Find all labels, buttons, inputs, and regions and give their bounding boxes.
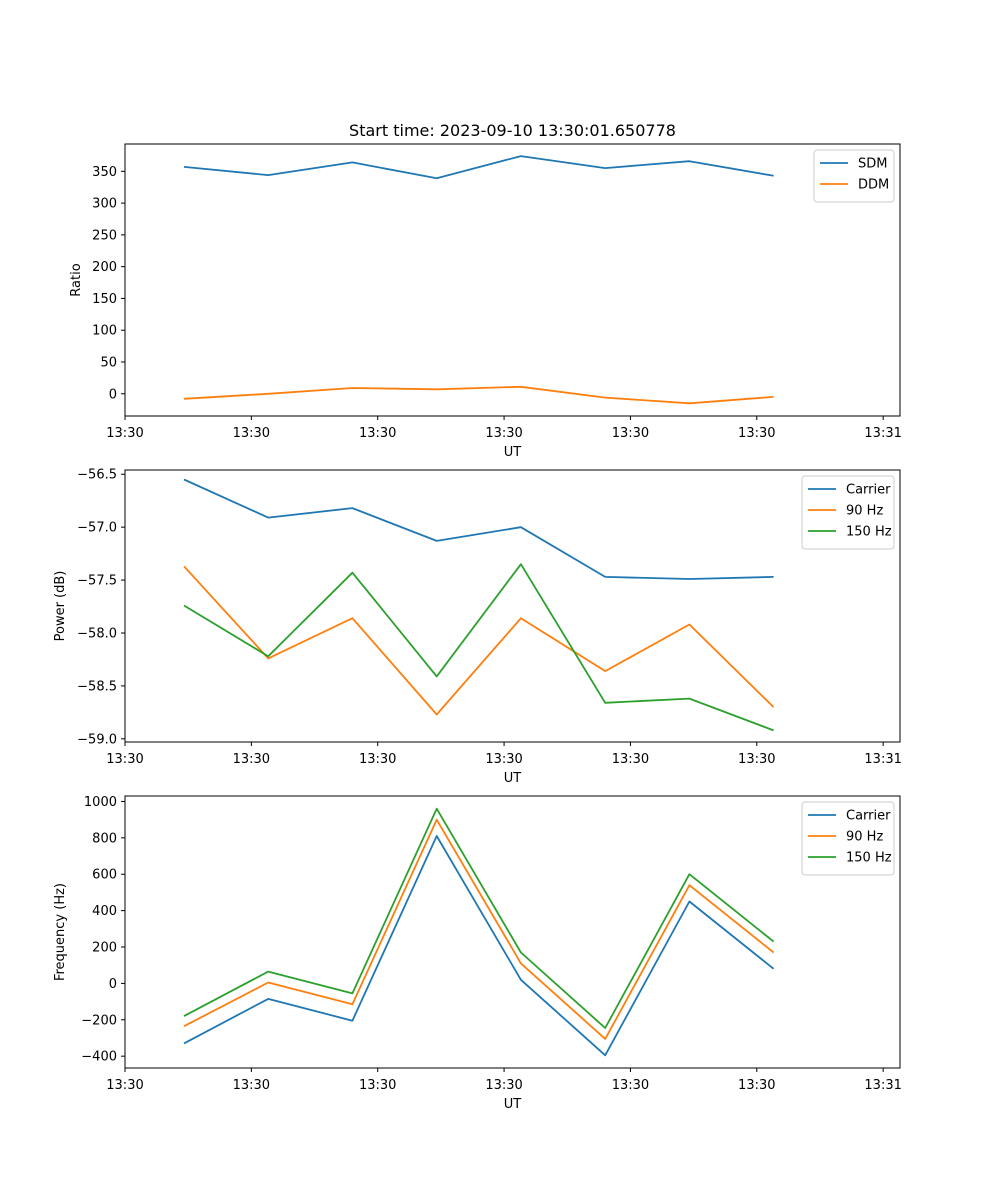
x-axis-label: UT bbox=[504, 771, 522, 786]
series-line-sdm bbox=[183, 155, 774, 180]
x-tick-label: 13:30 bbox=[359, 1078, 396, 1093]
y-tick-label: 250 bbox=[92, 228, 117, 243]
legend-label: SDM bbox=[858, 157, 887, 172]
series-line-90-hz bbox=[183, 818, 775, 1040]
x-tick-label: 13:30 bbox=[612, 752, 649, 767]
y-tick-label: 0 bbox=[109, 387, 117, 402]
series-line-150-hz bbox=[183, 563, 774, 732]
y-tick-label: 600 bbox=[92, 868, 117, 883]
axes-frame bbox=[124, 143, 901, 417]
y-tick-label: 0 bbox=[109, 977, 117, 992]
x-tick-label: 13:31 bbox=[864, 1078, 901, 1093]
x-tick-label: 13:30 bbox=[359, 426, 396, 441]
x-tick-label: 13:30 bbox=[359, 752, 396, 767]
chart-title: Start time: 2023-09-10 13:30:01.650778 bbox=[349, 121, 676, 140]
y-tick-label: 1000 bbox=[84, 795, 117, 810]
charts-root: Start time: 2023-09-10 13:30:01.650778 13… bbox=[53, 121, 902, 1112]
x-tick-label: 13:30 bbox=[738, 752, 775, 767]
legend-label: 150 Hz bbox=[846, 851, 892, 866]
y-tick-label: 50 bbox=[100, 355, 117, 370]
x-tick-label: 13:31 bbox=[864, 426, 901, 441]
y-tick-label: 350 bbox=[92, 165, 117, 180]
x-tick-label: 13:30 bbox=[233, 1078, 270, 1093]
x-tick-label: 13:30 bbox=[485, 1078, 522, 1093]
y-axis-label: Ratio bbox=[69, 263, 84, 296]
x-tick-label: 13:30 bbox=[233, 426, 270, 441]
x-tick-label: 13:30 bbox=[738, 1078, 775, 1093]
legend-label: DDM bbox=[858, 178, 889, 193]
y-tick-label: −59.0 bbox=[77, 732, 117, 747]
x-axis-label: UT bbox=[504, 445, 522, 460]
series-line-carrier bbox=[183, 835, 775, 1057]
y-tick-label: −200 bbox=[81, 1013, 117, 1028]
x-tick-label: 13:30 bbox=[106, 1078, 143, 1093]
y-tick-label: −57.5 bbox=[77, 574, 117, 589]
y-axis-label: Power (dB) bbox=[53, 571, 68, 642]
x-tick-label: 13:30 bbox=[233, 752, 270, 767]
y-tick-label: 200 bbox=[92, 260, 117, 275]
y-tick-label: −57.0 bbox=[77, 521, 117, 536]
x-tick-label: 13:31 bbox=[864, 752, 901, 767]
x-tick-label: 13:30 bbox=[106, 752, 143, 767]
x-tick-label: 13:30 bbox=[738, 426, 775, 441]
x-tick-label: 13:30 bbox=[612, 1078, 649, 1093]
y-tick-label: 200 bbox=[92, 941, 117, 956]
y-tick-label: 300 bbox=[92, 197, 117, 212]
x-tick-label: 13:30 bbox=[106, 426, 143, 441]
legend-label: 90 Hz bbox=[846, 830, 883, 845]
y-tick-label: −56.5 bbox=[77, 468, 117, 483]
legend-label: Carrier bbox=[846, 483, 891, 498]
y-tick-label: −58.5 bbox=[77, 679, 117, 694]
series-line-carrier bbox=[183, 478, 774, 580]
x-axis-label: UT bbox=[504, 1097, 522, 1112]
series-line-90-hz bbox=[183, 565, 775, 716]
chart-3: 13:30 13:30 13:30 13:30 13:30 13:30 13:31 −400 −… bbox=[53, 795, 902, 1112]
legend-label: 90 Hz bbox=[846, 504, 883, 519]
legend-label: Carrier bbox=[846, 809, 891, 824]
series-line-150-hz bbox=[183, 807, 775, 1029]
chart-1: Start time: 2023-09-10 13:30:01.650778 13… bbox=[69, 121, 902, 460]
x-tick-label: 13:30 bbox=[485, 426, 522, 441]
y-tick-label: 150 bbox=[92, 292, 117, 307]
y-tick-label: −400 bbox=[81, 1050, 117, 1065]
y-tick-label: 400 bbox=[92, 904, 117, 919]
x-tick-label: 13:30 bbox=[612, 426, 649, 441]
y-axis-label: Frequency (Hz) bbox=[53, 883, 68, 981]
y-tick-label: 100 bbox=[92, 324, 117, 339]
legend-label: 150 Hz bbox=[846, 525, 892, 540]
x-tick-label: 13:30 bbox=[485, 752, 522, 767]
chart-2: 13:30 13:30 13:30 13:30 13:30 13:30 13:31 −59.0… bbox=[53, 468, 902, 786]
series-line-ddm bbox=[183, 385, 774, 405]
axes-frame bbox=[124, 795, 901, 1069]
axes-frame bbox=[124, 469, 901, 743]
y-tick-label: 800 bbox=[92, 831, 117, 846]
y-tick-label: −58.0 bbox=[77, 626, 117, 641]
